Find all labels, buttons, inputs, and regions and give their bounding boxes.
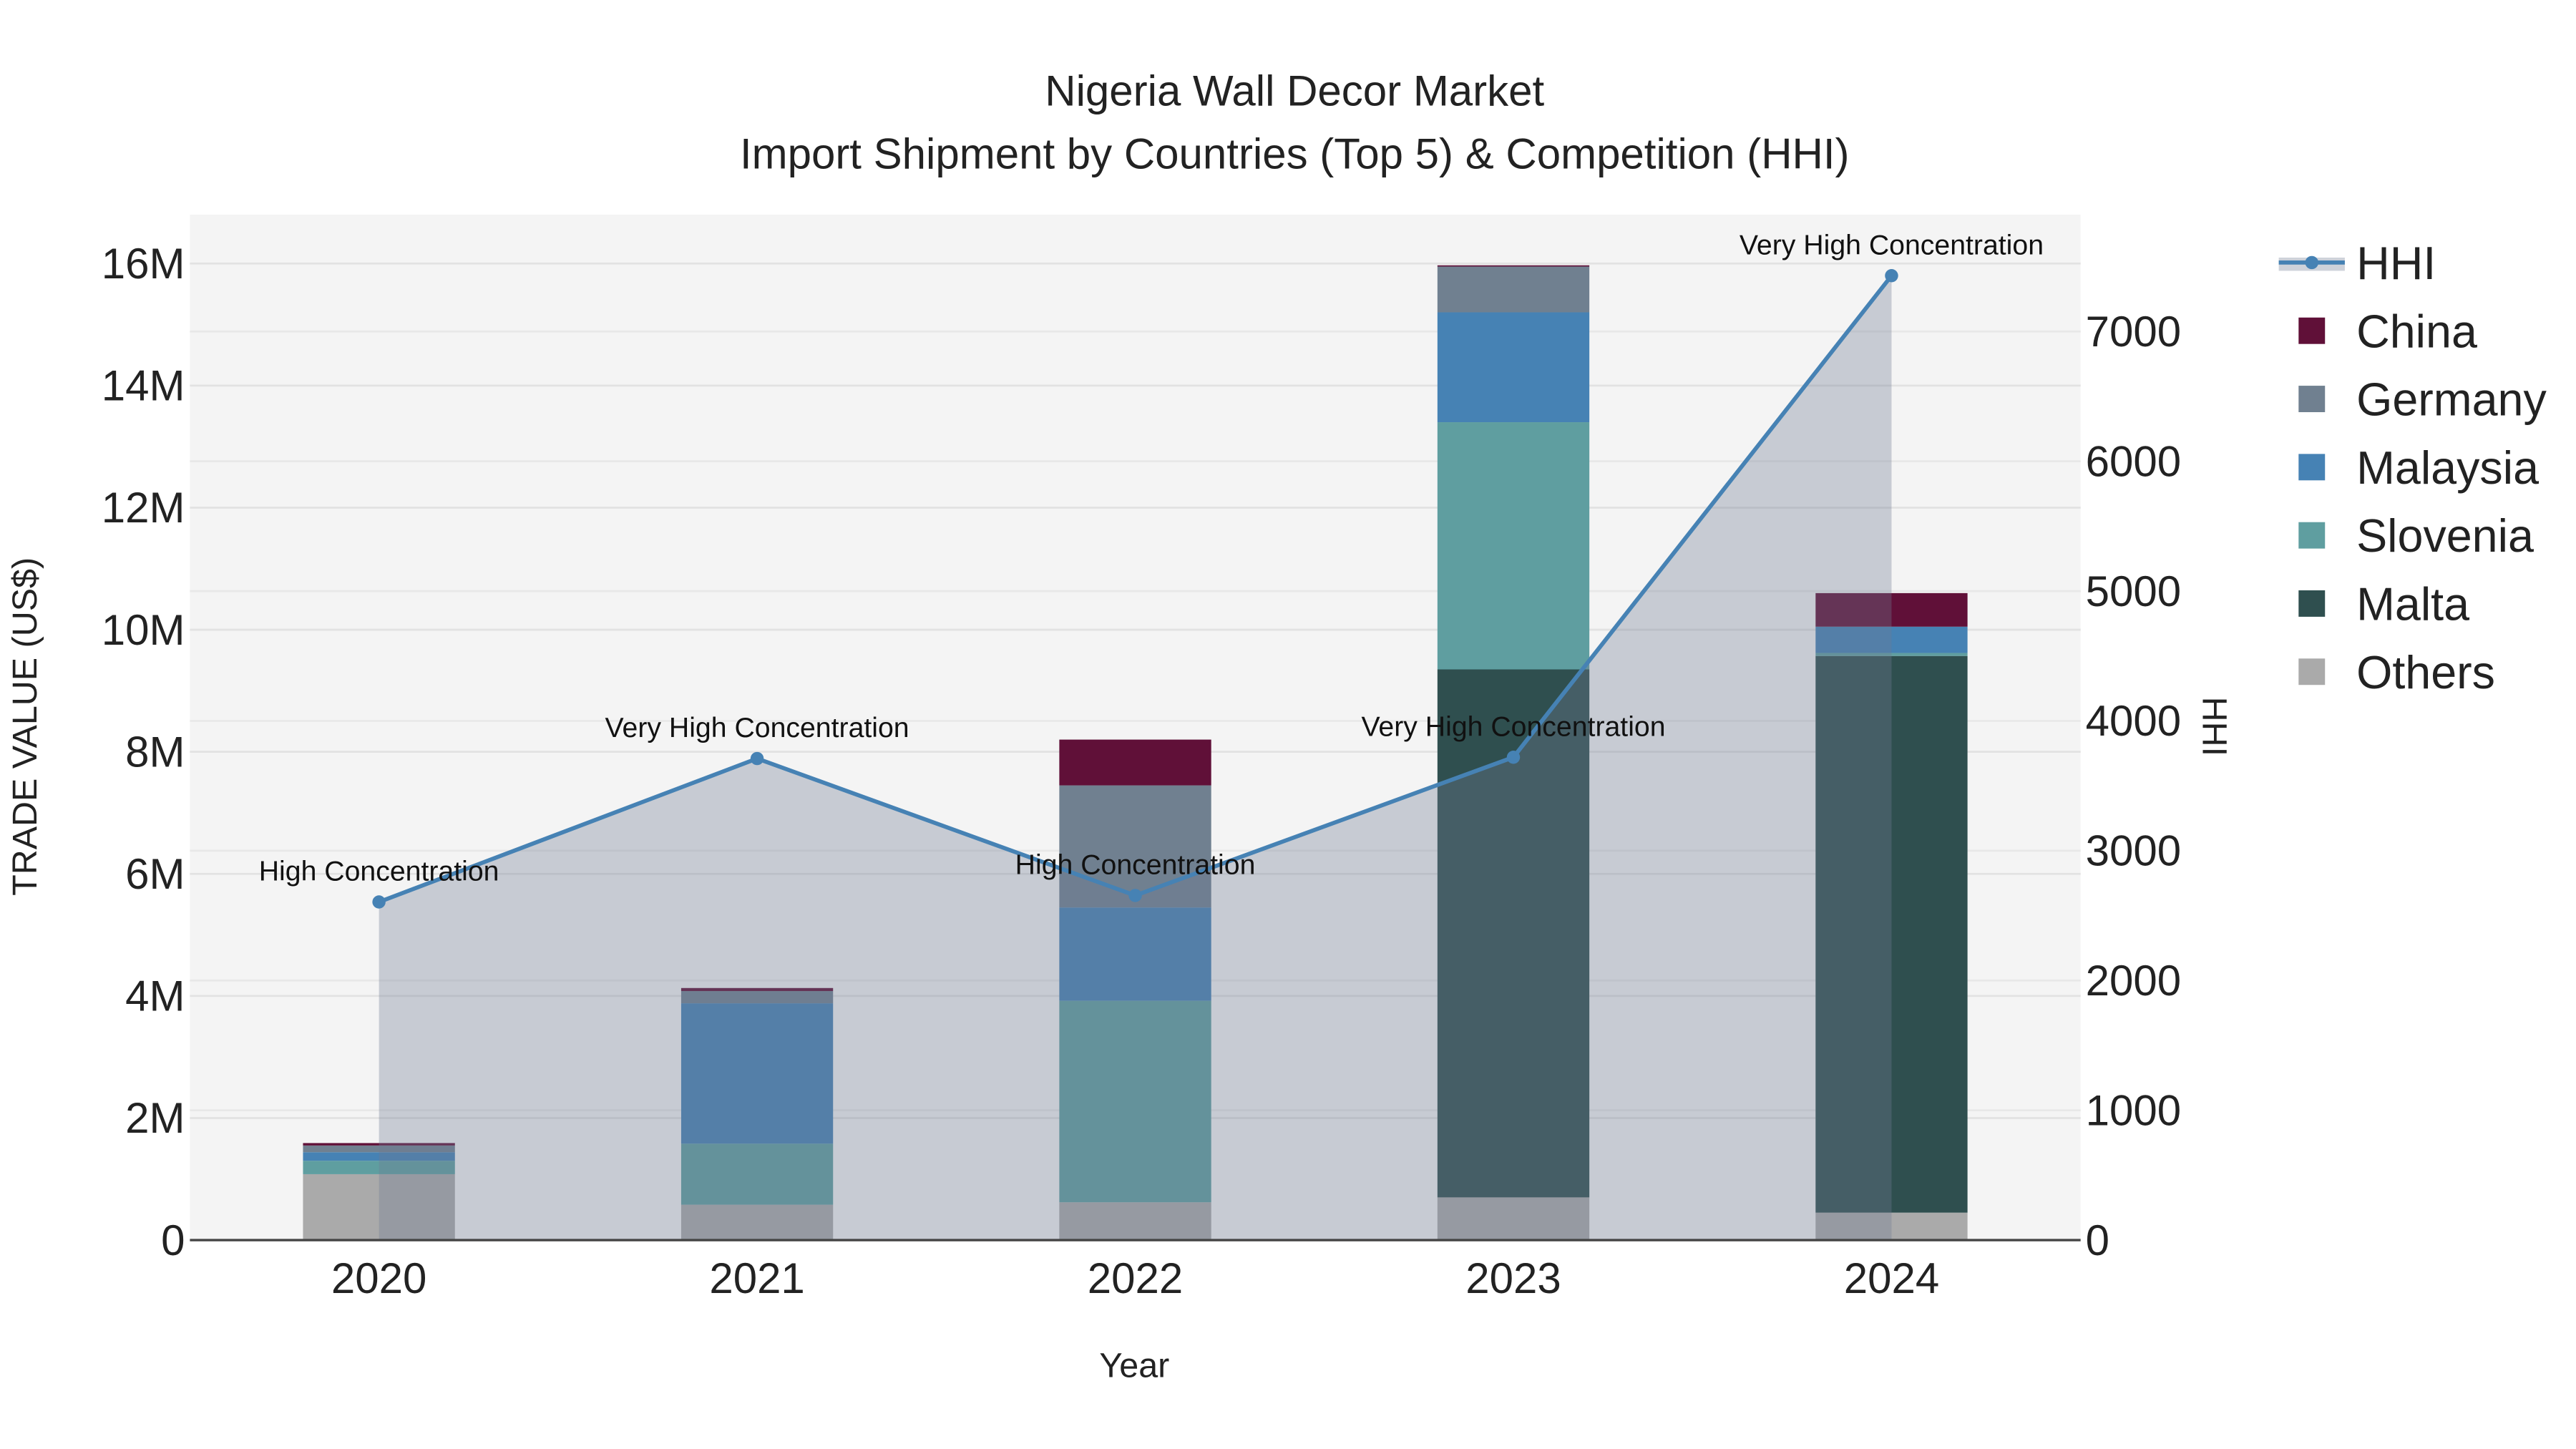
x-tick-label: 2020 xyxy=(331,1254,426,1302)
hhi-point-2021[interactable] xyxy=(750,751,764,766)
y-tick-label: 8M xyxy=(125,728,185,776)
bar-germany-2021[interactable] xyxy=(680,991,834,1004)
y-tick-label: 12M xyxy=(102,484,185,532)
hhi-point-2020[interactable] xyxy=(372,895,386,909)
bar-china-2023[interactable] xyxy=(1437,265,1590,267)
y-tick-label: 2M xyxy=(125,1094,185,1142)
y2-axis-label: HHI xyxy=(2195,697,2233,756)
bar-others-2020[interactable] xyxy=(303,1174,455,1241)
y2-tick-label: 0 xyxy=(2086,1216,2109,1264)
legend-label: Malta xyxy=(2356,579,2469,630)
x-tick-label: 2021 xyxy=(709,1254,804,1302)
legend-marker-icon xyxy=(2305,255,2318,270)
x-tick-label: 2023 xyxy=(1465,1254,1561,1302)
bar-germany-2023[interactable] xyxy=(1437,266,1590,313)
hhi-point-2023[interactable] xyxy=(1506,751,1521,764)
legend-label: Germany xyxy=(2356,374,2547,426)
y2-tick-label: 2000 xyxy=(2086,957,2181,1005)
bar-china-2020[interactable] xyxy=(303,1143,455,1146)
hhi-area xyxy=(379,275,1892,1241)
bar-china-2024[interactable] xyxy=(1815,592,1968,627)
hhi-point-2024[interactable] xyxy=(1885,269,1898,283)
y-axis-label: TRADE VALUE (US$) xyxy=(6,557,44,896)
legend-swatch xyxy=(2298,522,2326,549)
y2-tick-label: 1000 xyxy=(2086,1086,2181,1134)
x-axis-label: Year xyxy=(1099,1347,1169,1385)
y-tick-label: 4M xyxy=(125,972,185,1020)
legend-label: China xyxy=(2356,306,2477,357)
bar-germany-2022[interactable] xyxy=(1059,785,1211,908)
y2-tick-label: 4000 xyxy=(2086,697,2181,745)
hhi-point-2022[interactable] xyxy=(1128,889,1142,902)
y2-tick-label: 5000 xyxy=(2086,567,2181,615)
legend-item-germany[interactable]: Germany xyxy=(2298,374,2547,426)
legend-item-malta[interactable]: Malta xyxy=(2298,579,2469,630)
y-tick-label: 0 xyxy=(161,1216,185,1264)
y-tick-label: 6M xyxy=(125,850,185,898)
bar-malaysia-2024[interactable] xyxy=(1815,626,1968,653)
legend-label: Malaysia xyxy=(2356,442,2539,494)
bar-germany-2020[interactable] xyxy=(303,1145,455,1153)
y2-tick-label: 3000 xyxy=(2086,827,2181,875)
legend-swatch xyxy=(2298,658,2326,686)
chart-title: Nigeria Wall Decor Market xyxy=(1045,67,1544,115)
y2-tick-label: 6000 xyxy=(2086,437,2181,485)
y-tick-label: 10M xyxy=(102,606,185,654)
legend-swatch xyxy=(2298,590,2326,617)
bar-malta-2024[interactable] xyxy=(1815,655,1968,1213)
bar-china-2021[interactable] xyxy=(680,987,834,992)
legend-label: HHI xyxy=(2356,238,2436,289)
hhi-annotation: Very High Concentration xyxy=(1740,229,2044,260)
bar-others-2024[interactable] xyxy=(1815,1212,1968,1241)
y-tick-label: 14M xyxy=(102,362,185,410)
chart-subtitle: Import Shipment by Countries (Top 5) & C… xyxy=(740,130,1850,177)
legend-swatch xyxy=(2298,454,2326,481)
bar-slovenia-2020[interactable] xyxy=(303,1161,455,1174)
legend-swatch xyxy=(2298,317,2326,344)
bar-malaysia-2021[interactable] xyxy=(680,1003,834,1144)
legend-item-hhi[interactable]: HHI xyxy=(2278,238,2436,289)
bar-malaysia-2020[interactable] xyxy=(303,1152,455,1161)
legend-item-others[interactable]: Others xyxy=(2298,647,2495,698)
hhi-annotation: Very High Concentration xyxy=(1361,711,1665,742)
bar-others-2022[interactable] xyxy=(1059,1202,1211,1241)
hhi-annotation: High Concentration xyxy=(1015,849,1256,880)
x-tick-label: 2024 xyxy=(1844,1254,1939,1302)
legend-item-china[interactable]: China xyxy=(2298,306,2477,357)
y2-tick-label: 7000 xyxy=(2086,308,2181,356)
bar-china-2022[interactable] xyxy=(1059,739,1211,786)
legend-swatch xyxy=(2298,386,2326,412)
bar-malaysia-2023[interactable] xyxy=(1437,312,1590,423)
hhi-annotation: High Concentration xyxy=(259,856,499,887)
bar-others-2021[interactable] xyxy=(680,1204,834,1241)
bar-malaysia-2022[interactable] xyxy=(1059,907,1211,1001)
legend-item-slovenia[interactable]: Slovenia xyxy=(2298,510,2534,562)
hhi-annotation: Very High Concentration xyxy=(605,712,909,743)
bar-slovenia-2022[interactable] xyxy=(1059,1000,1211,1203)
bar-others-2023[interactable] xyxy=(1437,1197,1590,1241)
bar-slovenia-2024[interactable] xyxy=(1815,653,1968,656)
legend-label: Slovenia xyxy=(2356,510,2534,562)
x-tick-label: 2022 xyxy=(1088,1254,1183,1302)
bar-slovenia-2023[interactable] xyxy=(1437,422,1590,670)
y-tick-label: 16M xyxy=(102,240,185,288)
bar-slovenia-2021[interactable] xyxy=(680,1143,834,1205)
legend-item-malaysia[interactable]: Malaysia xyxy=(2298,442,2539,494)
legend-label: Others xyxy=(2356,647,2495,698)
